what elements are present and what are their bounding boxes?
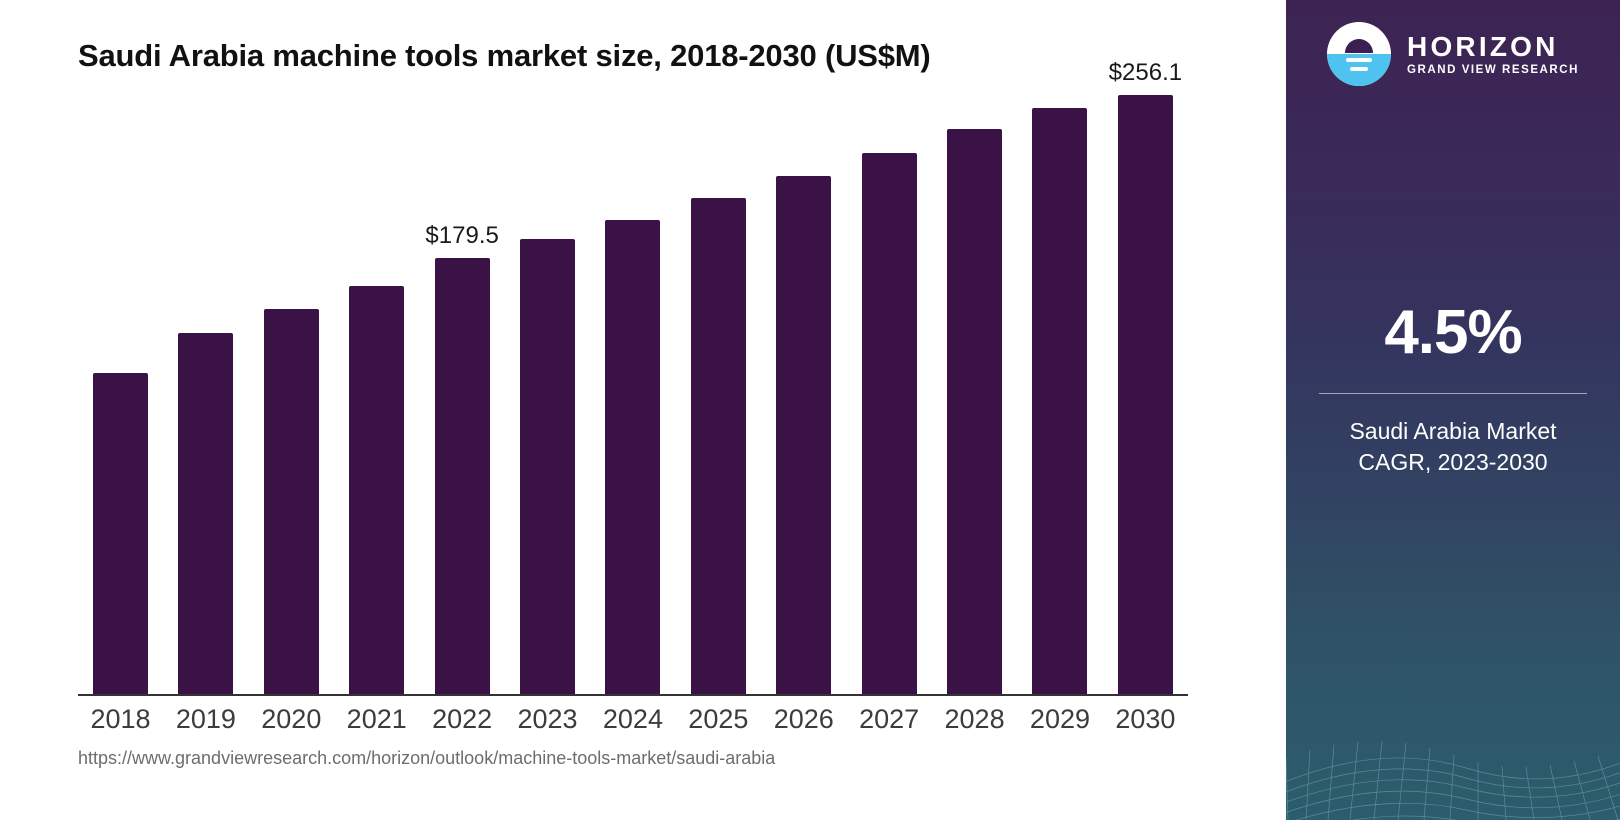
bar-slot (1017, 95, 1102, 694)
x-axis-label-2028: 2028 (944, 704, 1005, 734)
logo-wordmark: HORIZON GRAND VIEW RESEARCH (1407, 30, 1579, 77)
bar-2028[interactable] (947, 129, 1003, 694)
bar-2030[interactable] (1117, 95, 1173, 694)
bar-slot: $179.5 (420, 95, 505, 694)
x-axis-label-2018: 2018 (90, 704, 151, 734)
bar-series: $179.5 $256.1 (78, 59, 1188, 694)
cagr-value: 4.5% (1384, 298, 1522, 367)
x-axis-label-2022: 2022 (432, 704, 493, 734)
cagr-stat-block: 4.5% Saudi Arabia Market CAGR, 2023-2030 (1286, 300, 1620, 478)
bar-2019[interactable] (178, 333, 234, 694)
bar-slot (761, 95, 846, 694)
logo-ray-line-2 (1350, 67, 1369, 71)
x-axis-label-2021: 2021 (346, 704, 407, 734)
stat-divider (1319, 393, 1587, 395)
source-url[interactable]: https://www.grandviewresearch.com/horizo… (78, 748, 776, 768)
bar-slot: $256.1 (1103, 59, 1188, 694)
bar-slot (249, 95, 334, 694)
x-axis-label-2025: 2025 (688, 704, 749, 734)
cagr-caption: Saudi Arabia Market CAGR, 2023-2030 (1308, 416, 1598, 478)
bar-2021[interactable] (349, 286, 405, 694)
bar-slot (163, 95, 248, 694)
bar-value-label: $179.5 (425, 222, 499, 249)
x-axis-label-2019: 2019 (175, 704, 236, 734)
logo-subtitle-grand-view-research: GRAND VIEW RESEARCH (1407, 64, 1579, 77)
cagr-caption-line-1: Saudi Arabia Market (1349, 418, 1557, 445)
x-axis-label-2026: 2026 (773, 704, 834, 734)
bar-slot (78, 95, 163, 694)
cagr-caption-line-2: CAGR, 2023-2030 (1358, 449, 1548, 476)
chart-title: Saudi Arabia machine tools market size, … (78, 38, 931, 73)
x-axis-label-2023: 2023 (517, 704, 578, 734)
x-axis-label-2024: 2024 (602, 704, 663, 734)
bar-2024[interactable] (605, 220, 661, 694)
bar-2025[interactable] (690, 198, 746, 694)
bar-slot (334, 95, 419, 694)
bar-2027[interactable] (861, 153, 917, 694)
x-axis-labels: 2018 2019 2020 2021 2022 2023 2024 2025 2026 2027… (78, 704, 1188, 735)
bar-2023[interactable] (520, 239, 576, 694)
bar-value-label: $256.1 (1108, 59, 1183, 86)
bar-2026[interactable] (776, 176, 832, 694)
logo-word-horizon: HORIZON (1407, 30, 1559, 62)
bar-2029[interactable] (1032, 108, 1088, 694)
x-axis-label-2020: 2020 (261, 704, 322, 734)
bar-slot (847, 95, 932, 694)
x-axis-label-2029: 2029 (1029, 704, 1090, 734)
bar-slot (932, 95, 1017, 694)
chart-panel: Saudi Arabia machine tools market size, … (78, 38, 1188, 768)
bar-2020[interactable] (263, 309, 319, 694)
x-axis-line (78, 694, 1188, 696)
x-axis-label-2027: 2027 (859, 704, 920, 734)
decorative-wireframe-grid (1286, 740, 1620, 820)
logo-sun-shape (1345, 39, 1374, 53)
logo-ray-line-1 (1346, 58, 1373, 62)
bar-2022[interactable] (434, 258, 490, 694)
bar-slot (505, 95, 590, 694)
horizon-logo: HORIZON GRAND VIEW RESEARCH (1286, 22, 1620, 86)
bar-2018[interactable] (93, 373, 148, 694)
brand-sidebar: HORIZON GRAND VIEW RESEARCH 4.5% Saudi A… (1286, 0, 1620, 820)
bar-slot (676, 95, 761, 694)
x-axis-label-2030: 2030 (1115, 704, 1176, 734)
bar-slot (590, 95, 675, 694)
horizon-sunrise-icon (1327, 22, 1392, 86)
